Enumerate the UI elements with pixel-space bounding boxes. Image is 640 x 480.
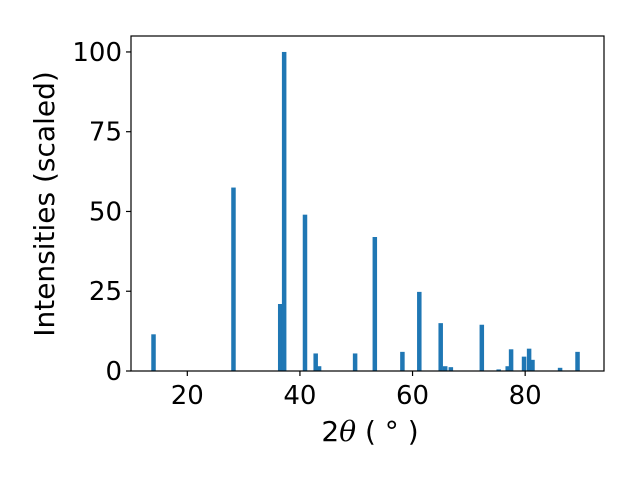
bar (479, 324, 485, 371)
bar (302, 214, 308, 371)
x-tick-label: 20 (171, 381, 204, 411)
bar (521, 356, 527, 371)
y-tick-label: 75 (89, 118, 122, 148)
x-axis-label: 2θ ( ° ) (321, 415, 418, 448)
y-tick-label: 50 (89, 197, 122, 227)
plot-frame (130, 35, 605, 372)
bar (352, 353, 358, 371)
bar (505, 366, 510, 371)
y-tick-label: 25 (89, 277, 122, 307)
bar (151, 334, 156, 371)
y-axis-ticks: 0 25 50 75 100 (72, 38, 131, 387)
bar (530, 359, 535, 371)
y-tick-label: 0 (105, 357, 122, 387)
x-tick-label: 40 (283, 381, 316, 411)
bar (277, 304, 283, 371)
bar (417, 291, 422, 371)
bar (448, 367, 454, 371)
x-tick-label: 60 (396, 381, 429, 411)
bar (316, 366, 322, 371)
bar (313, 353, 318, 371)
y-axis-label: Intensities (scaled) (28, 71, 61, 337)
x-axis-ticks: 20 40 60 80 (171, 371, 542, 411)
y-tick-label: 100 (72, 38, 122, 68)
bar (438, 323, 443, 371)
bars-group (151, 51, 580, 371)
bar (575, 351, 580, 371)
x-tick-label: 80 (509, 381, 542, 411)
bar (281, 51, 287, 371)
bar (526, 348, 532, 371)
bar (231, 187, 236, 371)
bar (508, 349, 514, 371)
bar (400, 351, 405, 371)
bar (557, 367, 563, 371)
bar (372, 237, 378, 371)
bar (496, 369, 501, 371)
bar (442, 366, 448, 371)
